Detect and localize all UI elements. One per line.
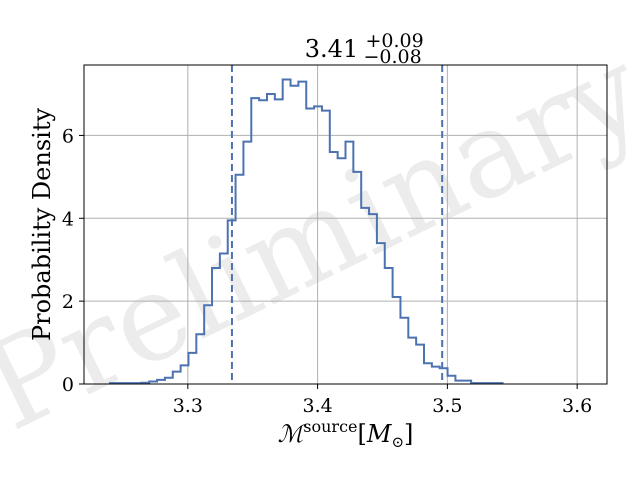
- plot-area-frame: [83, 64, 608, 385]
- y-tick-label: 0: [62, 374, 74, 396]
- x-label-units-close: ]: [404, 420, 413, 448]
- title-lower-error: −0.08: [364, 46, 422, 68]
- y-tick-label: 6: [62, 125, 74, 147]
- watermark-text: Preliminary: [0, 21, 640, 458]
- x-label-superscript: source: [303, 417, 357, 436]
- x-label-units-open: [: [358, 420, 367, 448]
- y-tick-label: 2: [62, 291, 74, 313]
- x-tick-label: 3.5: [432, 395, 462, 417]
- x-label-symbol: ℳ: [278, 420, 307, 448]
- chart-title: 3.41: [305, 35, 358, 63]
- x-label-units-symbol: M: [366, 420, 393, 448]
- x-label-units-subscript: ⊙: [391, 433, 404, 451]
- x-tick-label: 3.6: [562, 395, 592, 417]
- axis-ticks: 3.3 3.4 3.5 3.6 0 2 4 6: [62, 125, 592, 417]
- histogram-step-line: [108, 78, 504, 385]
- x-tick-label: 3.3: [173, 395, 203, 417]
- y-axis-label: Probability Density: [28, 108, 56, 342]
- x-axis-label: ℳsource[M⊙]: [278, 417, 414, 451]
- credible-interval-lines: [230, 65, 444, 384]
- title-median: 3.41: [305, 35, 358, 63]
- title-upper-error: +0.09: [366, 30, 424, 52]
- x-tick-label: 3.4: [302, 395, 332, 417]
- y-tick-label: 4: [62, 208, 74, 230]
